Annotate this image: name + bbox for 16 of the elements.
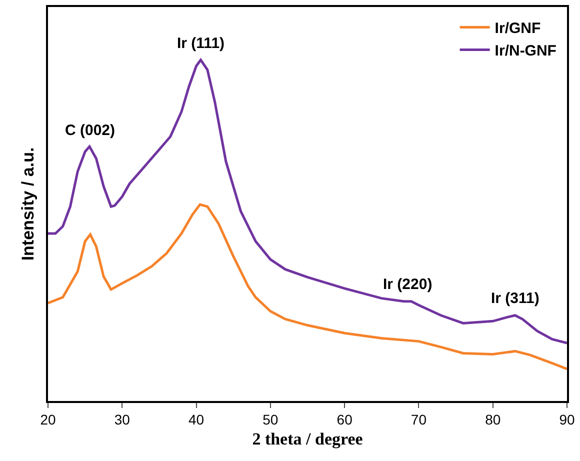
- x-tick-label: 20: [40, 412, 56, 428]
- annotation: Ir (111): [177, 35, 225, 52]
- x-tick-label: 80: [485, 412, 501, 428]
- annotation: Ir (220): [383, 276, 432, 293]
- annotation: C (002): [65, 122, 116, 139]
- x-tick-label: 50: [262, 412, 278, 428]
- annotation: Ir (311): [491, 290, 540, 307]
- x-tick-label: 90: [559, 412, 575, 428]
- x-axis-title: 2 theta / degree: [252, 429, 364, 448]
- y-axis-title: Intensity / a.u.: [18, 147, 38, 261]
- legend-label: Ir/N-GNF: [494, 42, 556, 60]
- legend-label: Ir/GNF: [494, 20, 541, 38]
- x-tick-label: 70: [410, 412, 427, 428]
- x-tick-label: 60: [336, 412, 353, 428]
- x-tick-label: 40: [188, 412, 204, 428]
- x-tick-label: 30: [114, 412, 130, 428]
